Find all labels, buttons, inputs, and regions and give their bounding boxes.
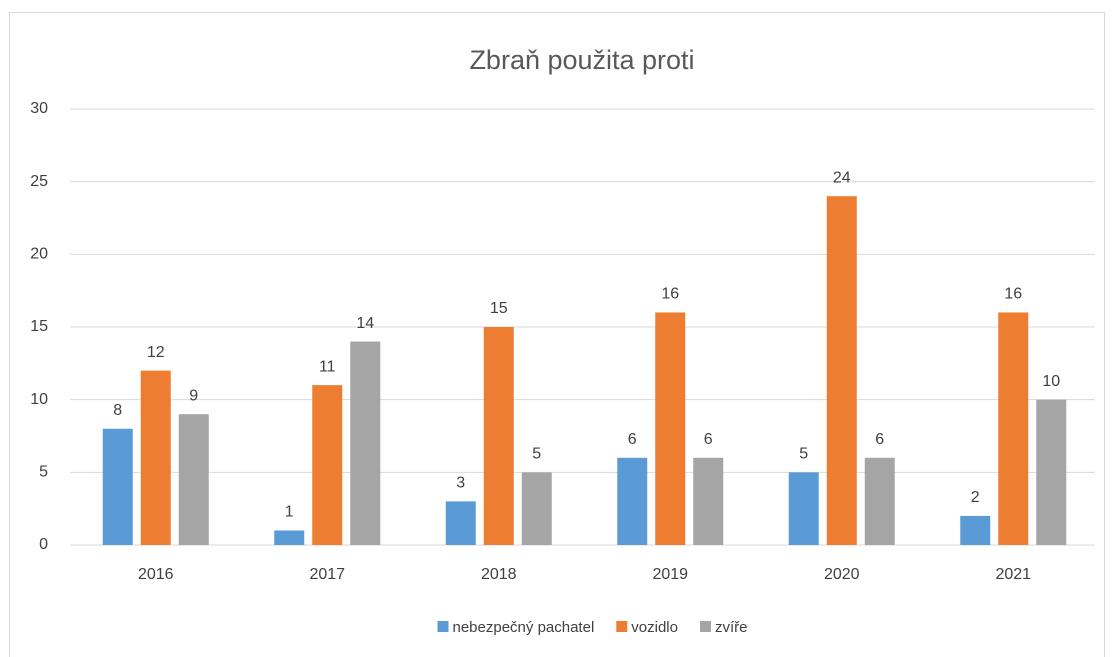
bar xyxy=(960,515,991,545)
chart-border xyxy=(9,12,1105,657)
data-label: 12 xyxy=(147,344,165,361)
data-label: 5 xyxy=(799,446,808,463)
legend-swatch xyxy=(616,621,628,632)
legend-label: nebezpečný pachatel xyxy=(453,619,595,636)
bar xyxy=(1036,399,1067,545)
bar xyxy=(274,530,305,545)
data-label: 6 xyxy=(628,431,637,448)
y-tick-label: 25 xyxy=(30,173,48,190)
bar xyxy=(521,472,552,545)
bar xyxy=(655,312,686,545)
x-tick-label: 2018 xyxy=(481,566,517,583)
y-tick-label: 0 xyxy=(39,536,48,553)
data-label: 16 xyxy=(661,286,679,303)
data-label: 15 xyxy=(490,300,508,317)
data-label: 24 xyxy=(833,169,851,186)
bar xyxy=(864,457,895,545)
bar xyxy=(312,385,343,545)
bar xyxy=(788,472,819,545)
y-tick-label: 20 xyxy=(30,246,48,263)
data-label: 5 xyxy=(532,446,541,463)
bar xyxy=(178,414,209,545)
x-tick-label: 2019 xyxy=(652,566,688,583)
bar xyxy=(140,370,171,545)
bar xyxy=(998,312,1029,545)
data-label: 2 xyxy=(971,489,980,506)
x-tick-label: 2020 xyxy=(824,566,860,583)
data-label: 16 xyxy=(1004,286,1022,303)
legend-label: zvíře xyxy=(715,619,748,636)
bar xyxy=(483,327,514,545)
bar xyxy=(350,341,381,545)
data-label: 3 xyxy=(456,475,465,492)
data-label: 14 xyxy=(356,315,374,332)
y-tick-label: 15 xyxy=(30,318,48,335)
legend-swatch xyxy=(437,621,449,632)
data-label: 6 xyxy=(875,431,884,448)
x-tick-label: 2017 xyxy=(309,566,345,583)
y-tick-label: 5 xyxy=(39,464,48,481)
y-tick-label: 30 xyxy=(30,100,48,117)
chart-title: Zbraň použita proti xyxy=(469,45,694,75)
bar xyxy=(102,428,133,545)
y-tick-label: 10 xyxy=(30,391,48,408)
x-tick-label: 2021 xyxy=(995,566,1031,583)
legend-label: vozidlo xyxy=(631,619,678,636)
data-label: 6 xyxy=(704,431,713,448)
bar xyxy=(617,457,648,545)
bar xyxy=(826,196,857,545)
bar xyxy=(445,501,476,545)
data-label: 1 xyxy=(285,504,294,521)
data-label: 11 xyxy=(319,358,336,375)
x-tick-label: 2016 xyxy=(138,566,174,583)
legend-swatch xyxy=(699,621,711,632)
data-label: 8 xyxy=(113,402,122,419)
data-label: 10 xyxy=(1042,373,1060,390)
data-label: 9 xyxy=(189,387,198,404)
bar xyxy=(693,457,724,545)
